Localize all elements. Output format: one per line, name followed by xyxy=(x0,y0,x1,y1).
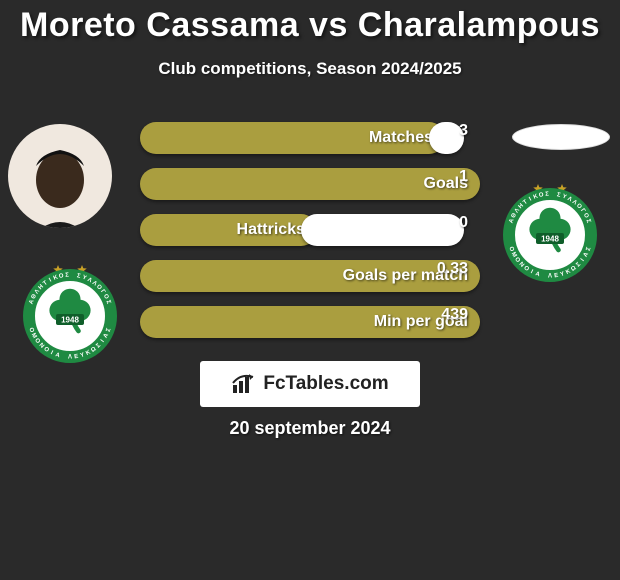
stat-value: 0 xyxy=(459,214,468,232)
stat-bar-player1: Hattricks xyxy=(140,214,317,246)
player2-club-badge: ΑΘΛΗΤΙΚΟΣ ΣΥΛΛΟΓΟΣΟΜΟΝΟΙΑ ΛΕΥΚΩΣΙΑΣ1948 xyxy=(498,179,602,283)
page-subtitle: Club competitions, Season 2024/2025 xyxy=(0,59,620,79)
fctables-chart-icon xyxy=(231,371,257,397)
stat-value: 0.33 xyxy=(437,260,468,278)
stat-bar-player1: Min per goal xyxy=(140,306,480,338)
player1-face-icon xyxy=(8,136,112,228)
player1-club-badge: ΑΘΛΗΤΙΚΟΣ ΣΥΛΛΟΓΟΣΟΜΟΝΟΙΑ ΛΕΥΚΩΣΙΑΣ1948 xyxy=(18,260,122,364)
stats-area: Matches 3 Goals1 Hattricks 0 Goals per match0… xyxy=(140,122,480,352)
stat-bar-player1: Goals per match xyxy=(140,260,480,292)
stat-row: Hattricks 0 xyxy=(140,214,480,246)
stat-bar-player1: Goals xyxy=(140,168,480,200)
club-year: 1948 xyxy=(541,235,559,244)
svg-text:Λ: Λ xyxy=(68,355,72,361)
player1-avatar xyxy=(8,124,112,228)
player2-avatar xyxy=(512,124,610,150)
stat-row: Matches 3 xyxy=(140,122,480,154)
stat-bar-player1: Matches xyxy=(140,122,445,154)
stat-row: Min per goal439 xyxy=(140,306,480,338)
stat-value: 1 xyxy=(459,168,468,186)
footer-date: 20 september 2024 xyxy=(0,418,620,439)
stat-row: Goals1 xyxy=(140,168,480,200)
stat-label: Matches xyxy=(369,129,433,147)
fctables-logo: FcTables.com xyxy=(200,361,420,407)
stat-value: 439 xyxy=(441,306,468,324)
stat-bar-player2 xyxy=(301,214,464,246)
stat-row: Goals per match0.33 xyxy=(140,260,480,292)
club-year: 1948 xyxy=(61,316,79,325)
page-title: Moreto Cassama vs Charalampous xyxy=(0,0,620,45)
stat-label: Hattricks xyxy=(237,221,305,239)
svg-text:Λ: Λ xyxy=(548,274,552,280)
fctables-text: FcTables.com xyxy=(263,373,388,395)
stat-value: 3 xyxy=(459,122,468,140)
